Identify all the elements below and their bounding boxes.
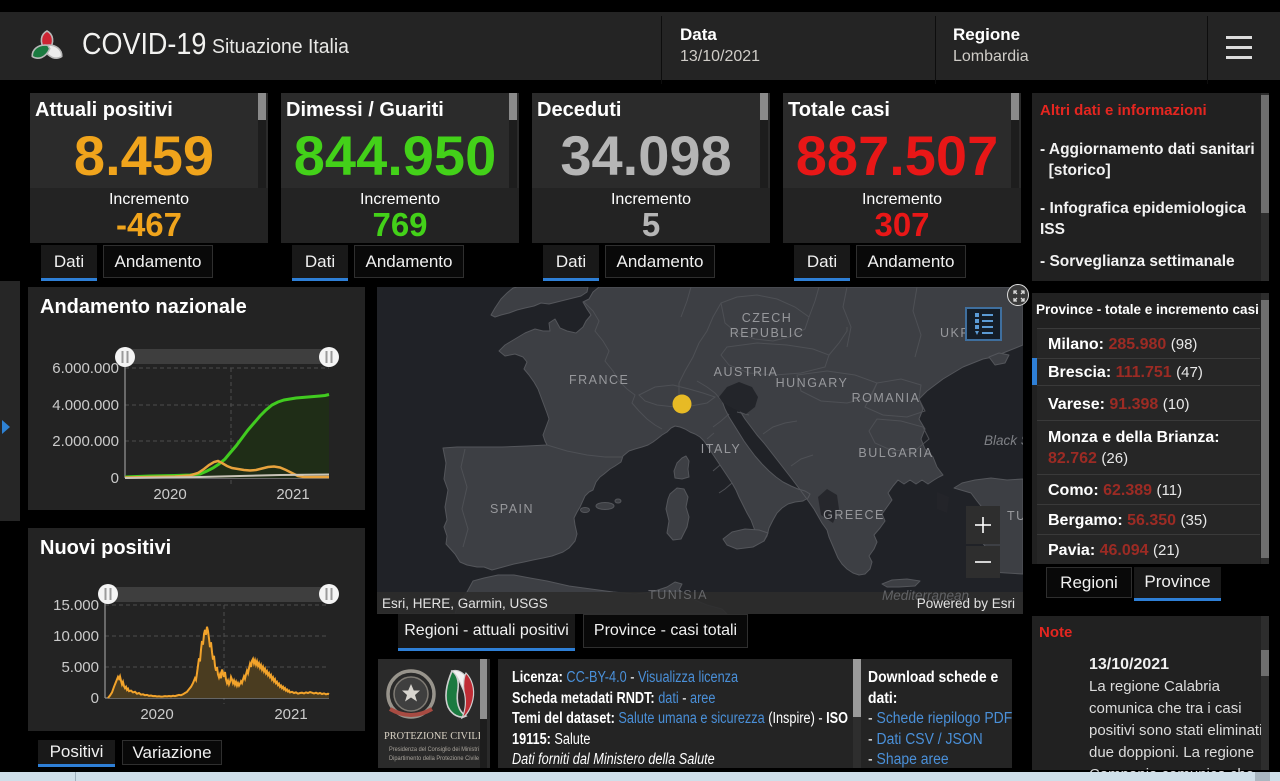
svg-text:15.000: 15.000 <box>53 597 99 614</box>
svg-text:Presidenza del Consiglio dei M: Presidenza del Consiglio dei Ministri <box>389 747 479 753</box>
svg-text:TU: TU <box>1007 509 1023 523</box>
svg-text:Dipartimento della Protezione: Dipartimento della Protezione Civile <box>389 756 480 762</box>
svg-text:CZECH: CZECH <box>742 311 793 325</box>
svg-text:4.000.000: 4.000.000 <box>52 397 119 414</box>
svg-text:FRANCE: FRANCE <box>569 373 629 387</box>
svg-text:0: 0 <box>91 690 99 707</box>
svg-text:2021: 2021 <box>274 706 307 723</box>
svg-text:6.000.000: 6.000.000 <box>52 360 119 377</box>
svg-text:Mediterranean: Mediterranean <box>882 588 969 603</box>
svg-text:ITALY: ITALY <box>701 442 741 456</box>
svg-text:2020: 2020 <box>140 706 173 723</box>
svg-text:BULGARIA: BULGARIA <box>858 446 933 460</box>
svg-text:Esri, HERE, Garmin, USGS: Esri, HERE, Garmin, USGS <box>382 596 548 611</box>
svg-text:2.000.000: 2.000.000 <box>52 433 119 450</box>
svg-text:2020: 2020 <box>153 486 186 503</box>
svg-text:10.000: 10.000 <box>53 628 99 645</box>
svg-text:PROTEZIONE CIVILE: PROTEZIONE CIVILE <box>384 730 484 742</box>
svg-text:ROMANIA: ROMANIA <box>852 391 921 405</box>
svg-text:2021: 2021 <box>276 486 309 503</box>
svg-text:GREECE: GREECE <box>823 508 885 522</box>
svg-text:AUSTRIA: AUSTRIA <box>714 365 779 379</box>
svg-text:0: 0 <box>111 470 119 487</box>
svg-text:Powered by Esri: Powered by Esri <box>917 596 1015 611</box>
svg-text:Black Se: Black Se <box>984 433 1023 448</box>
svg-text:SPAIN: SPAIN <box>490 502 534 516</box>
svg-text:TUNISIA: TUNISIA <box>648 588 708 602</box>
svg-text:HUNGARY: HUNGARY <box>776 376 849 390</box>
svg-text:5.000: 5.000 <box>61 659 99 676</box>
svg-text:REPUBLIC: REPUBLIC <box>730 326 805 340</box>
svg-text:UKR: UKR <box>940 326 971 340</box>
